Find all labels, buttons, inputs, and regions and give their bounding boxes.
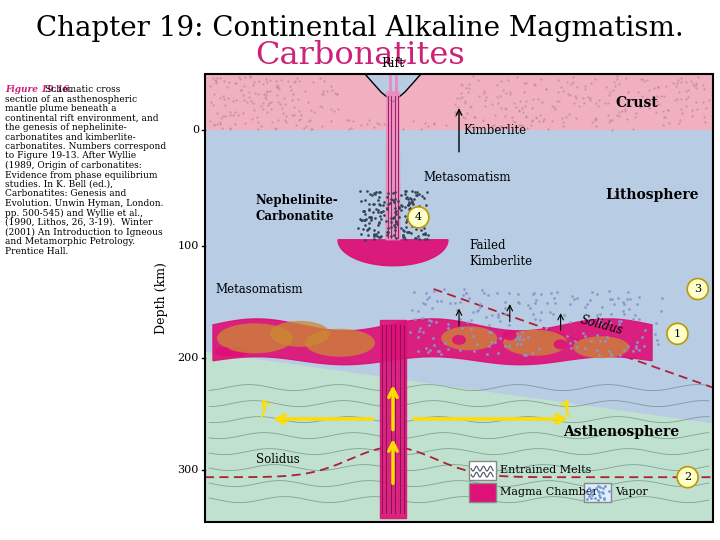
Text: 300: 300 [178,465,199,476]
Text: (1990, Lithos, 26, 3-19).  Winter: (1990, Lithos, 26, 3-19). Winter [5,218,153,227]
Text: Vapor: Vapor [615,487,648,497]
Text: to Figure 19-13. After Wyllie: to Figure 19-13. After Wyllie [5,152,136,160]
Text: Carbonatites: Carbonatites [255,40,465,71]
Text: (1989, Origin of carbonatites:: (1989, Origin of carbonatites: [5,161,142,170]
Text: studies. In K. Bell (ed.),: studies. In K. Bell (ed.), [5,180,113,189]
Text: the genesis of nephelinite-: the genesis of nephelinite- [5,123,127,132]
Text: (2001) An Introduction to Igneous: (2001) An Introduction to Igneous [5,227,163,237]
Polygon shape [213,319,652,364]
Polygon shape [338,74,448,102]
Text: Entrained Melts: Entrained Melts [500,465,592,475]
Text: Figure 19.16.: Figure 19.16. [5,85,73,94]
Polygon shape [338,240,448,266]
Text: and Metamorphic Petrology.: and Metamorphic Petrology. [5,237,135,246]
FancyBboxPatch shape [584,483,611,502]
Text: pp. 500-545) and Wyllie et al.,: pp. 500-545) and Wyllie et al., [5,208,143,218]
Text: 0: 0 [192,125,199,135]
Ellipse shape [441,326,498,350]
Text: 2: 2 [684,472,691,482]
Text: Schematic cross: Schematic cross [45,85,120,94]
Text: 200: 200 [178,354,199,363]
Text: Rift: Rift [382,57,405,70]
Text: carbonatites. Numbers correspond: carbonatites. Numbers correspond [5,142,166,151]
Ellipse shape [215,347,231,357]
Text: Chapter 19: Continental Alkaline Magmatism.: Chapter 19: Continental Alkaline Magmati… [36,15,684,42]
Ellipse shape [221,347,249,357]
Text: Metasomatism: Metasomatism [423,171,511,184]
Circle shape [408,207,429,228]
Text: Lithosphere: Lithosphere [606,188,699,202]
Text: Solidus: Solidus [578,313,624,337]
Ellipse shape [270,321,330,347]
Text: continental rift environment, and: continental rift environment, and [5,113,158,123]
Ellipse shape [217,323,293,353]
FancyBboxPatch shape [469,461,495,480]
Text: 100: 100 [178,241,199,252]
Ellipse shape [452,335,466,345]
Text: Prentice Hall.: Prentice Hall. [5,246,68,255]
Ellipse shape [305,329,375,357]
Circle shape [667,323,688,345]
Polygon shape [205,74,713,423]
Text: 4: 4 [415,212,422,222]
Text: Depth (km): Depth (km) [155,262,168,334]
Text: mantle plume beneath a: mantle plume beneath a [5,104,117,113]
Text: Evolution. Unwin Hyman, London.: Evolution. Unwin Hyman, London. [5,199,163,208]
Text: Failed
Kimberlite: Failed Kimberlite [469,239,532,268]
Text: Crust: Crust [616,96,658,110]
Text: Magma Chamber: Magma Chamber [500,487,598,497]
Bar [205,74,713,522]
Ellipse shape [554,339,567,349]
Ellipse shape [503,330,517,340]
Polygon shape [380,320,406,517]
FancyBboxPatch shape [469,483,495,502]
Text: Carbonatites: Genesis and: Carbonatites: Genesis and [5,190,126,199]
Circle shape [677,467,698,488]
Bar [205,74,713,522]
Bar [205,74,713,130]
Text: 1: 1 [674,329,681,339]
Text: Kimberlite: Kimberlite [463,124,526,137]
Ellipse shape [573,336,629,358]
Text: Evidence from phase equilibrium: Evidence from phase equilibrium [5,171,158,179]
Text: Nephelinite-
Carbonatite: Nephelinite- Carbonatite [256,194,338,223]
Text: section of an asthenospheric: section of an asthenospheric [5,94,137,104]
Polygon shape [386,92,400,240]
Text: Asthenosphere: Asthenosphere [564,426,680,440]
Text: carbonatites and kimberlite-: carbonatites and kimberlite- [5,132,135,141]
Circle shape [688,279,708,300]
Text: Metasomatism: Metasomatism [215,282,302,295]
Text: 3: 3 [694,284,701,294]
Ellipse shape [503,330,567,356]
Text: Solidus: Solidus [256,453,300,466]
